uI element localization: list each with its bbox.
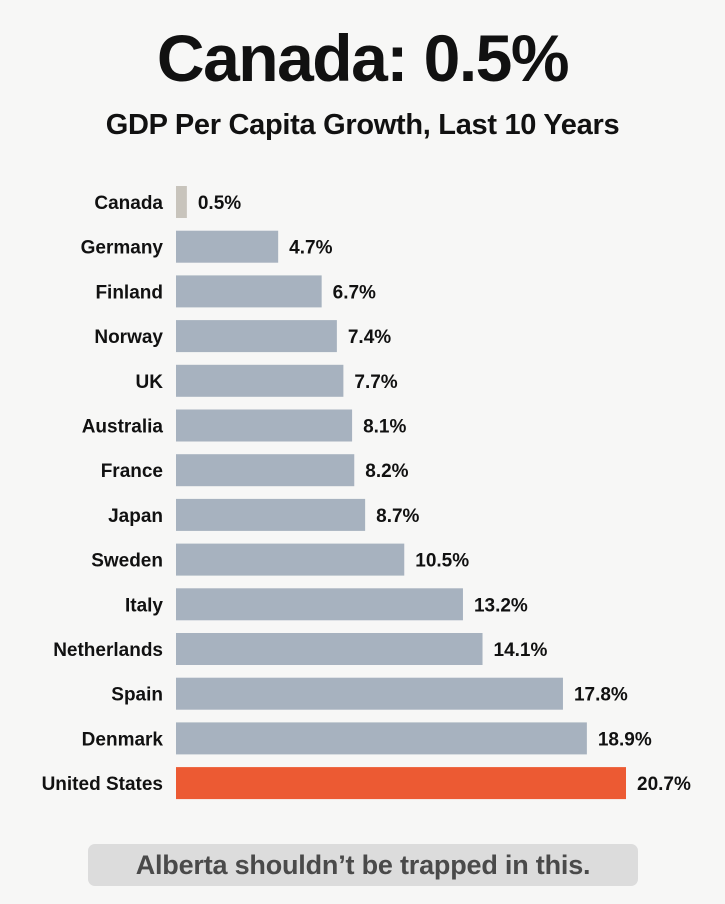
- category-label-sweden: Sweden: [91, 551, 163, 572]
- category-label-germany: Germany: [81, 238, 164, 259]
- bar-canada: [176, 186, 187, 218]
- value-label-norway: 7.4%: [348, 327, 391, 348]
- bar-denmark: [176, 722, 587, 755]
- value-label-italy: 13.2%: [474, 595, 528, 616]
- bar-italy: [176, 588, 463, 621]
- category-label-finland: Finland: [95, 282, 163, 303]
- value-label-spain: 17.8%: [574, 685, 628, 706]
- category-label-australia: Australia: [82, 417, 164, 438]
- category-label-uk: UK: [136, 372, 164, 393]
- value-label-australia: 8.1%: [363, 417, 406, 438]
- bar-spain: [176, 677, 563, 710]
- bar-japan: [176, 498, 366, 531]
- category-label-united-states: United States: [42, 774, 163, 795]
- value-label-finland: 6.7%: [333, 282, 376, 303]
- value-label-sweden: 10.5%: [415, 551, 469, 572]
- bar-sweden: [176, 543, 405, 576]
- value-label-netherlands: 14.1%: [494, 640, 548, 661]
- category-label-france: France: [101, 461, 163, 482]
- footer-caption: Alberta shouldn’t be trapped in this.: [88, 844, 638, 886]
- value-label-uk: 7.7%: [354, 372, 397, 393]
- bar-australia: [176, 409, 353, 442]
- value-label-canada: 0.5%: [198, 193, 241, 214]
- bar-norway: [176, 320, 337, 353]
- category-label-norway: Norway: [94, 327, 163, 348]
- value-label-denmark: 18.9%: [598, 729, 652, 750]
- chart-title: Canada: 0.5%: [156, 21, 570, 95]
- bar-netherlands: [176, 633, 483, 665]
- value-label-japan: 8.7%: [376, 506, 419, 527]
- category-label-italy: Italy: [125, 595, 163, 616]
- category-label-spain: Spain: [111, 685, 163, 706]
- bar-uk: [176, 364, 344, 397]
- bar-chart: Canada 0.5% Germany 4.7% Finland 6.7% Norway 7.…: [42, 186, 691, 800]
- category-label-netherlands: Netherlands: [53, 640, 163, 661]
- bar-germany: [176, 230, 279, 263]
- category-label-denmark: Denmark: [82, 729, 164, 750]
- chart-subtitle: GDP Per Capita Growth, Last 10 Years: [105, 109, 620, 141]
- value-label-germany: 4.7%: [289, 238, 332, 259]
- bar-united-states: [176, 767, 626, 800]
- category-label-canada: Canada: [94, 193, 163, 214]
- bar-france: [176, 454, 355, 487]
- value-label-united-states: 20.7%: [637, 774, 691, 795]
- bar-finland: [176, 275, 322, 308]
- value-label-france: 8.2%: [365, 461, 408, 482]
- category-label-japan: Japan: [108, 506, 163, 527]
